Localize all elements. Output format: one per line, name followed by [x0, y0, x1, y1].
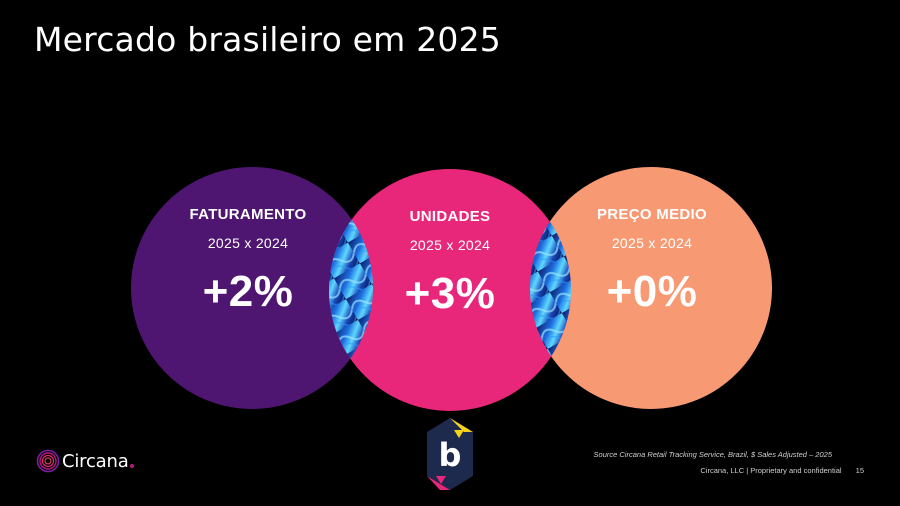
- circle-2-text: UNIDADES 2025 x 2024 +3%: [350, 208, 550, 319]
- page-number: 15: [855, 466, 864, 475]
- circana-wordmark: Circana: [62, 450, 129, 472]
- circana-ring-icon: [36, 449, 60, 473]
- circle-1-heading: FATURAMENTO: [189, 206, 307, 223]
- circle-1-period: 2025 x 2024: [207, 235, 289, 251]
- slide-title: Mercado brasileiro em 2025: [34, 20, 501, 59]
- brand-badge-icon: b: [427, 418, 473, 490]
- circle-1-value: +2%: [202, 267, 294, 316]
- circana-logo: Circana: [36, 449, 134, 473]
- circle-3-text: PREÇO MEDIO 2025 x 2024 +0%: [552, 206, 752, 317]
- source-note: Source Circana Retail Tracking Service, …: [593, 450, 832, 459]
- circle-2-value: +3%: [404, 269, 496, 318]
- circle-3-heading: PREÇO MEDIO: [597, 206, 707, 223]
- footer-company: Circana, LLC | Proprietary and confident…: [700, 466, 842, 475]
- circle-2-period: 2025 x 2024: [409, 237, 491, 253]
- circle-3-value: +0%: [606, 267, 698, 316]
- circle-faturamento: [131, 167, 373, 409]
- circle-2-heading: UNIDADES: [409, 208, 491, 225]
- footer-line: Circana, LLC | Proprietary and confident…: [700, 466, 864, 475]
- circle-precomedio: [530, 167, 772, 409]
- circle-3-period: 2025 x 2024: [611, 235, 693, 251]
- circle-unidades: [329, 169, 571, 411]
- circle-1-text: FATURAMENTO 2025 x 2024 +2%: [148, 206, 348, 317]
- badge-letter: b: [439, 436, 462, 474]
- circana-dot: [129, 464, 134, 468]
